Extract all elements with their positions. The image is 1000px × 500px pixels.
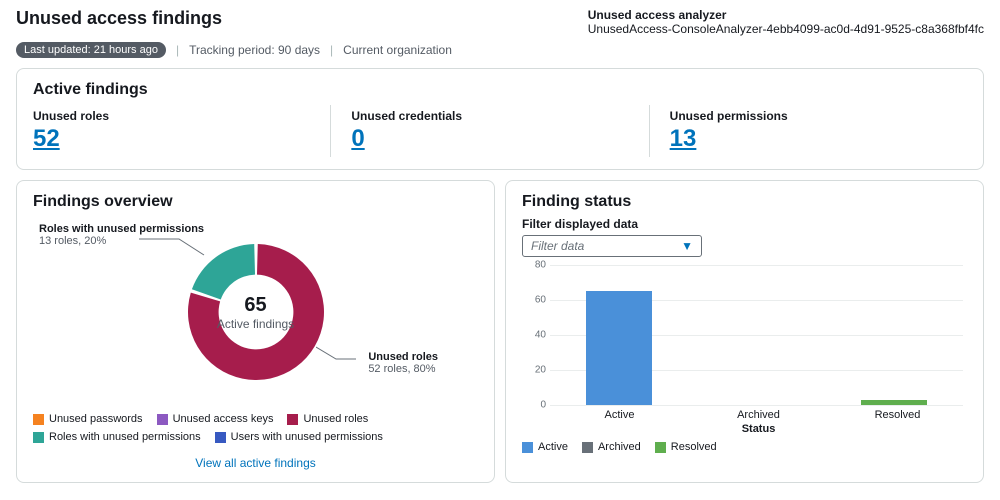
donut-center: 65 Active findings [217,294,294,331]
y-tick-label: 60 [522,295,546,306]
legend-label: Users with unused permissions [231,431,383,443]
barchart-xaxis-title: Status [522,423,967,435]
page-title: Unused access findings [16,8,222,29]
legend-swatch [33,414,44,425]
legend-swatch [522,442,533,453]
donut-center-label: Active findings [217,317,294,331]
bar-column [825,265,963,405]
active-findings-panel: Active findings Unused roles 52Unused cr… [16,68,984,170]
active-findings-title: Active findings [33,81,967,99]
legend-item: Unused access keys [157,413,274,425]
bar [861,400,927,405]
legend-swatch [287,414,298,425]
metric-block: Unused credentials 0 [330,105,648,157]
x-tick-label: Resolved [828,405,967,421]
metric-label: Unused permissions [670,109,967,123]
y-tick-label: 40 [522,330,546,341]
metric-value-link[interactable]: 52 [33,125,330,153]
legend-item: Roles with unused permissions [33,431,201,443]
legend-label: Unused roles [303,413,368,425]
legend-label: Resolved [671,441,717,453]
y-tick-label: 80 [522,260,546,271]
callout-title: Roles with unused permissions [39,223,204,235]
findings-overview-legend: Unused passwords Unused access keys Unused… [33,413,478,443]
legend-swatch [582,442,593,453]
metric-label: Unused credentials [351,109,648,123]
findings-overview-panel: Findings overview Roles with unused perm… [16,180,495,483]
legend-label: Roles with unused permissions [49,431,201,443]
legend-item: Active [522,441,568,453]
y-tick-label: 0 [522,400,546,411]
metric-label: Unused roles [33,109,330,123]
legend-swatch [157,414,168,425]
view-all-findings-link[interactable]: View all active findings [195,456,316,470]
findings-overview-title: Findings overview [33,193,478,211]
legend-item: Users with unused permissions [215,431,383,443]
analyzer-label: Unused access analyzer [588,8,984,22]
donut-callout-top: Roles with unused permissions 13 roles, … [39,223,204,247]
metric-block: Unused permissions 13 [649,105,967,157]
legend-swatch [655,442,666,453]
metric-block: Unused roles 52 [33,105,330,157]
finding-status-barchart: 020406080 [522,265,967,405]
donut-chart-area: Roles with unused permissions 13 roles, … [33,217,478,407]
legend-item: Resolved [655,441,717,453]
legend-swatch [215,432,226,443]
metric-value-link[interactable]: 0 [351,125,648,153]
legend-swatch [33,432,44,443]
finding-status-title: Finding status [522,193,967,211]
y-tick-label: 20 [522,365,546,376]
callout-title: Unused roles [368,351,438,363]
filter-placeholder: Filter data [531,239,584,253]
chevron-down-icon: ▼ [681,239,693,253]
metric-value-link[interactable]: 13 [670,125,967,153]
meta-separator: | [176,43,179,57]
x-tick-label: Archived [689,405,828,421]
scope-text: Current organization [343,43,452,57]
legend-label: Archived [598,441,641,453]
legend-label: Unused passwords [49,413,143,425]
x-tick-label: Active [550,405,689,421]
meta-separator: | [330,43,333,57]
finding-status-legend: Active Archived Resolved [522,441,967,453]
legend-label: Active [538,441,568,453]
bar [586,291,652,405]
legend-item: Unused roles [287,413,368,425]
filter-select[interactable]: Filter data ▼ [522,235,702,257]
bars-row [550,265,963,405]
callout-leader-line-icon [316,345,356,363]
legend-item: Unused passwords [33,413,143,425]
analyzer-name: UnusedAccess-ConsoleAnalyzer-4ebb4099-ac… [588,22,984,36]
donut-callout-bottom: Unused roles 52 roles, 80% [368,351,438,375]
last-updated-badge: Last updated: 21 hours ago [16,42,166,58]
tracking-period-text: Tracking period: 90 days [189,43,320,57]
legend-item: Archived [582,441,641,453]
barchart-xaxis: ActiveArchivedResolved [522,405,967,421]
callout-sub: 52 roles, 80% [368,363,438,375]
bar-column [688,265,826,405]
donut-center-value: 65 [217,294,294,317]
callout-leader-line-icon [139,237,209,257]
filter-label: Filter displayed data [522,217,967,231]
legend-label: Unused access keys [173,413,274,425]
finding-status-panel: Finding status Filter displayed data Fil… [505,180,984,483]
bar-column [550,265,688,405]
gridline [550,405,963,406]
